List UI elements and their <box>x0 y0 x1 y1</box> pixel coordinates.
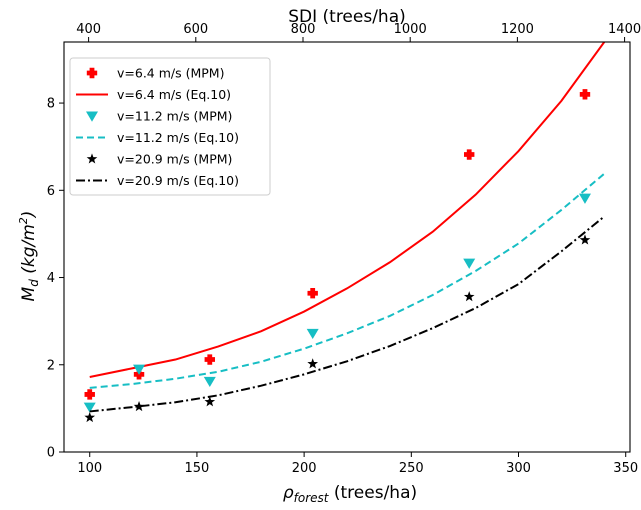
data-point <box>204 354 215 365</box>
data-point <box>133 401 145 412</box>
x-tick-label: 200 <box>292 461 317 476</box>
top-x-tick-label: 1400 <box>608 22 641 37</box>
x-tick-label: 150 <box>185 461 210 476</box>
legend-label: v=20.9 m/s (MPM) <box>117 152 232 167</box>
data-point <box>307 288 318 299</box>
x-tick-label: 100 <box>77 461 102 476</box>
x-axis-label: ρforest (trees/ha) <box>283 483 417 505</box>
data-point <box>204 396 216 407</box>
top-x-tick-label: 1200 <box>501 22 534 37</box>
y-axis-label: Md (kg/m2) <box>17 211 41 302</box>
series-line <box>89 172 605 389</box>
legend-label: v=20.9 m/s (Eq.10) <box>117 173 239 188</box>
series-1 <box>89 42 606 378</box>
x-tick-label: 250 <box>399 461 424 476</box>
data-point <box>307 358 319 369</box>
top-x-tick-label: 400 <box>76 22 101 37</box>
legend-marker-sample <box>86 67 98 79</box>
data-point <box>84 411 96 423</box>
data-point <box>579 234 591 245</box>
series-4 <box>84 234 591 423</box>
plot-frame <box>63 41 631 453</box>
legend: v=6.4 m/s (MPM) v=6.4 m/s (Eq.10) v=11.2 m… <box>69 57 271 196</box>
series-line <box>89 215 605 413</box>
top-x-axis-label: SDI (trees/ha) <box>288 7 406 27</box>
legend-entry: v=20.9 m/s (MPM) <box>86 152 232 167</box>
legend-label: v=6.4 m/s (Eq.10) <box>117 87 231 102</box>
series-5 <box>89 215 605 413</box>
data-point <box>306 328 319 340</box>
series-2 <box>83 193 591 413</box>
data-point <box>84 389 95 400</box>
top-x-tick-label: 600 <box>183 22 208 37</box>
legend-label: v=6.4 m/s (MPM) <box>117 66 224 81</box>
series-3 <box>89 172 605 389</box>
data-point <box>463 258 476 269</box>
data-point <box>464 149 475 160</box>
legend-box <box>69 57 271 196</box>
legend-label: v=11.2 m/s (Eq.10) <box>117 130 239 145</box>
data-point <box>133 364 146 375</box>
top-x-tick-label: 1000 <box>394 22 427 37</box>
top-x-tick-label: 800 <box>291 22 316 37</box>
y-tick-label: 4 <box>47 271 55 286</box>
legend-entry: v=6.4 m/s (MPM) <box>86 66 224 81</box>
y-tick-label: 8 <box>47 97 55 112</box>
legend-entry: v=6.4 m/s (Eq.10) <box>76 87 231 102</box>
series-line <box>89 42 606 378</box>
axes-layer: 100 150 200 250 300 350 0 2 4 6 8 400 600 800 1000 1200… <box>47 22 641 476</box>
series-layer <box>83 42 606 423</box>
x-tick-label: 350 <box>613 461 638 476</box>
y-tick-label: 0 <box>47 446 55 461</box>
legend-entry: v=11.2 m/s (MPM) <box>86 109 232 124</box>
data-point <box>463 291 475 302</box>
y-tick-label: 6 <box>47 184 55 199</box>
x-tick-label: 300 <box>506 461 531 476</box>
data-point <box>578 193 591 204</box>
data-point <box>83 402 96 413</box>
data-point <box>579 89 591 100</box>
legend-entry: v=11.2 m/s (Eq.10) <box>76 130 239 145</box>
legend-marker-sample <box>86 111 98 122</box>
data-point <box>203 376 216 388</box>
y-tick-label: 2 <box>47 358 55 373</box>
legend-marker-sample <box>86 153 98 164</box>
legend-entry: v=20.9 m/s (Eq.10) <box>76 173 239 188</box>
legend-label: v=11.2 m/s (MPM) <box>117 109 232 124</box>
